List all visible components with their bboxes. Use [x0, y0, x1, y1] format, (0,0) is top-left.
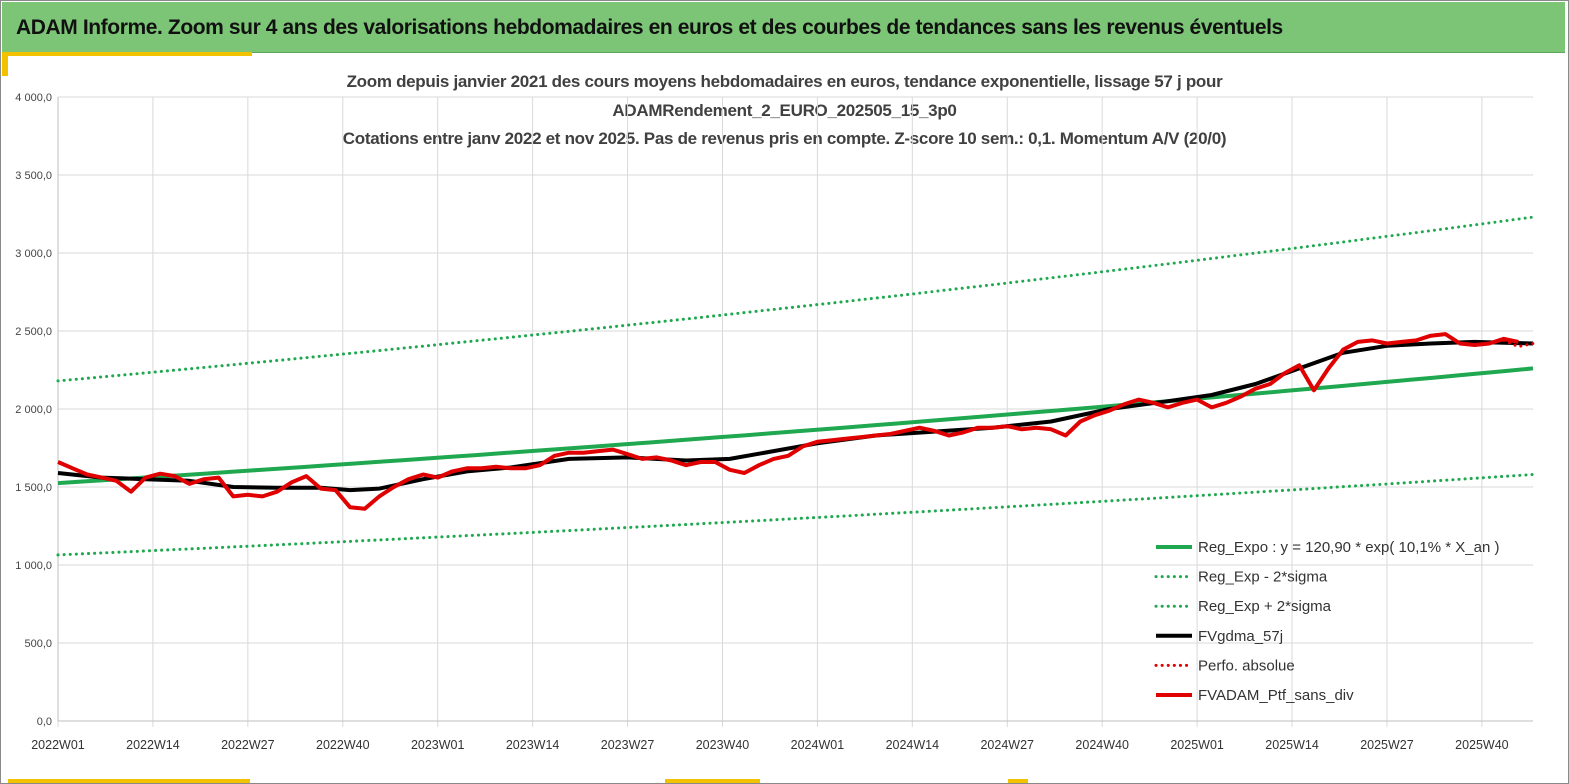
x-tick-label: 2025W40: [1455, 738, 1509, 752]
accent-bar-bottom-1: [8, 779, 250, 783]
accent-bar-bottom-2: [665, 779, 760, 783]
x-tick-label: 2022W40: [316, 738, 370, 752]
x-tick-label: 2023W01: [411, 738, 465, 752]
x-tick-label: 2023W14: [506, 738, 560, 752]
accent-bar-bottom-3: [1008, 779, 1028, 783]
series-fvadam-ptf-sans-div-line: [57, 332, 1519, 511]
legend-label: Perfo. absolue: [1198, 657, 1295, 674]
header-banner: ADAM Informe. Zoom sur 4 ans des valoris…: [2, 2, 1565, 53]
y-tick-label: 1 000,0: [15, 560, 52, 572]
x-tick-label: 2024W14: [886, 738, 940, 752]
legend-label: Reg_Exp + 2*sigma: [1198, 598, 1332, 615]
series-perfo-absolue-line: [1502, 338, 1535, 349]
accent-bar-left: [2, 52, 8, 76]
chart-title-line-2: ADAMRendement_2_EURO_202505_15_3p0: [612, 101, 957, 120]
x-tick-label: 2024W40: [1075, 738, 1129, 752]
legend-label: Reg_Expo : y = 120,90 * exp( 10,1% * X_a…: [1198, 539, 1499, 556]
x-tick-label: 2025W01: [1170, 738, 1224, 752]
legend-label: Reg_Exp - 2*sigma: [1198, 569, 1328, 586]
series-reg-expo-y-120-90-exp-10-1-x-an-line: [57, 366, 1534, 486]
y-tick-label: 0,0: [37, 716, 52, 728]
x-tick-label: 2023W27: [601, 738, 655, 752]
chart-title-line-1: Zoom depuis janvier 2021 des cours moyen…: [346, 72, 1223, 91]
y-tick-label: 2 000,0: [15, 404, 52, 416]
x-tick-label: 2022W01: [31, 738, 85, 752]
y-tick-label: 3 500,0: [15, 170, 52, 182]
x-tick-label: 2024W01: [791, 738, 845, 752]
series-reg-exp-2-sigma-line: [56, 473, 1535, 557]
legend-label: FVgdma_57j: [1198, 628, 1283, 645]
x-tick-label: 2022W14: [126, 738, 180, 752]
y-tick-label: 2 500,0: [15, 326, 52, 338]
legend-label: FVADAM_Ptf_sans_div: [1198, 687, 1354, 704]
y-tick-label: 500,0: [24, 638, 52, 650]
x-tick-label: 2022W27: [221, 738, 275, 752]
series-reg-exp-2-sigma-line: [56, 215, 1535, 383]
x-tick-label: 2023W40: [696, 738, 750, 752]
chart-title-line-3: Cotations entre janv 2022 et nov 2025. P…: [342, 129, 1227, 148]
y-tick-label: 3 000,0: [15, 248, 52, 260]
series-fvgdma-57j-line: [57, 339, 1534, 493]
page-title: ADAM Informe. Zoom sur 4 ans des valoris…: [16, 16, 1283, 39]
x-tick-label: 2025W14: [1265, 738, 1319, 752]
y-tick-label: 1 500,0: [15, 482, 52, 494]
x-tick-label: 2024W27: [980, 738, 1034, 752]
x-tick-label: 2025W27: [1360, 738, 1414, 752]
y-tick-label: 4 000,0: [15, 92, 52, 104]
accent-bar-top: [2, 52, 252, 56]
